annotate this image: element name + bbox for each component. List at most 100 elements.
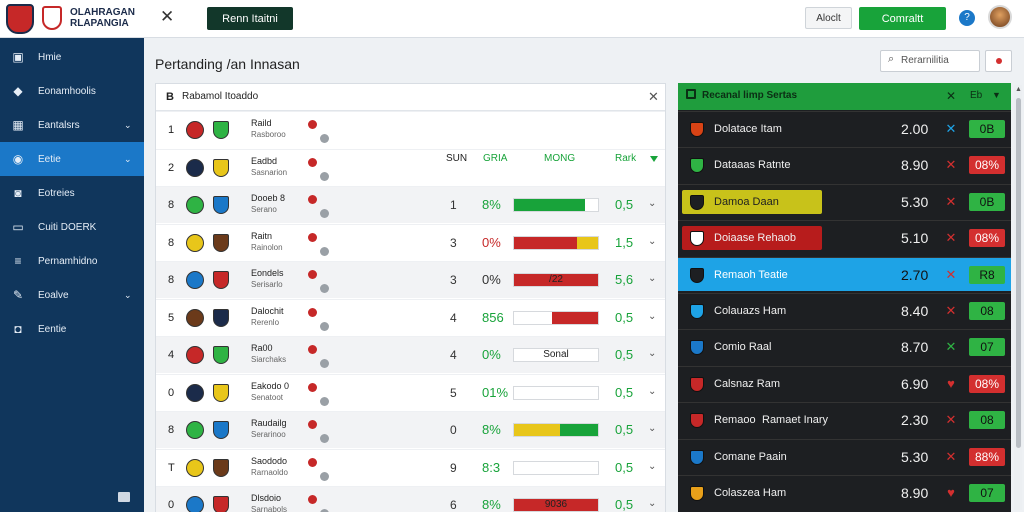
odds-team-name[interactable]: Colaszea Ham	[714, 487, 787, 499]
sidebar-item-2[interactable]: ◆ Eonamhoolis	[0, 74, 144, 108]
table-row[interactable]: 1 Raild Rasboroo	[156, 111, 665, 148]
table-row[interactable]: 8 Dooeb 8 Serano 1 8% 0,5 ⌄	[156, 186, 665, 223]
table-row[interactable]: 5 Dalochit Rerenlo 4 856 0,5 ⌄	[156, 298, 665, 336]
odds-team-name[interactable]: Calsnaz Ram	[714, 377, 781, 390]
result-mark-icon[interactable]: ✕	[945, 121, 957, 136]
trend-badge[interactable]: 08%	[969, 156, 1005, 175]
close-icon[interactable]: ✕	[160, 7, 175, 26]
chevron-down-icon[interactable]: ⌄	[648, 348, 657, 359]
sidebar-item-7[interactable]: ≡ Pernamhidno	[0, 244, 144, 278]
chevron-down-icon[interactable]: ⌄	[648, 498, 657, 509]
team-name[interactable]: Dlsdoio	[251, 493, 282, 503]
primary-dark-button[interactable]: Renn Itaitni	[207, 7, 293, 30]
table-row[interactable]: 0 Eakodo 0 Senatoot 5 01% 0,5 ⌄	[156, 373, 665, 411]
sidebar-item-3[interactable]: ▦ Eantalsrs ⌄	[0, 108, 144, 142]
trend-badge[interactable]: 07	[969, 484, 1005, 502]
table-row[interactable]: 0 Dlsdoio Sarnabols 6 8% 9036 0,5 ⌄	[156, 486, 665, 512]
sidebar-item-1[interactable]: ▣ Hmie	[0, 40, 144, 74]
trend-badge[interactable]: 08%	[969, 229, 1005, 248]
result-mark-icon[interactable]: ✕	[945, 412, 957, 428]
result-mark-icon[interactable]: ✕	[945, 303, 957, 318]
odds-team-name[interactable]: Remaoo	[714, 414, 756, 427]
sidebar-item-8[interactable]: ✎ Eoalve ⌄	[0, 278, 144, 312]
column-header-bar[interactable]: MONG	[544, 153, 576, 164]
team-name[interactable]: Eakodo 0	[251, 380, 290, 391]
sort-desc-icon[interactable]	[650, 156, 658, 162]
odds-row[interactable]: Remaoh Teatie 2.70 ✕ R8	[678, 256, 1011, 291]
trend-badge[interactable]: 0B	[969, 120, 1005, 138]
column-header-played[interactable]: SUN	[446, 153, 468, 164]
chevron-down-icon[interactable]: ⌄	[124, 119, 132, 130]
team-name[interactable]: Raudailg	[251, 418, 287, 428]
table-row[interactable]: 8 Raudailg Serarinoo 0 8% 0,5 ⌄	[156, 411, 665, 448]
chevron-down-icon[interactable]: ⌄	[648, 273, 657, 284]
team-name[interactable]: Saododo	[251, 455, 288, 466]
result-mark-icon[interactable]: ✕	[945, 339, 957, 355]
chevron-down-icon[interactable]: ⌄	[648, 460, 657, 472]
chevron-down-icon[interactable]: ⌄	[648, 385, 657, 397]
odds-team-name[interactable]: Doiaase Rehaob	[714, 232, 796, 245]
team-name[interactable]: Dooeb 8	[251, 193, 286, 203]
sidebar-item-5[interactable]: ◙ Eotreies	[0, 176, 144, 210]
question-icon[interactable]: ?	[959, 10, 975, 26]
result-mark-icon[interactable]: ✕	[945, 448, 957, 464]
table-row[interactable]: 4 Ra00 Siarchaks 4 0% Sonal 0,5 ⌄	[156, 336, 665, 373]
odds-team-name[interactable]: Remaoh Teatie	[714, 268, 788, 281]
team-name[interactable]: Ra00	[251, 343, 273, 353]
trend-badge[interactable]: 0B	[969, 192, 1005, 211]
result-mark-icon[interactable]: ♥	[947, 485, 955, 500]
table-row[interactable]: 2 Eadbd Sasnarion	[156, 148, 665, 186]
search-input[interactable]: Rerarnilitia	[880, 50, 980, 72]
team-name[interactable]: Raitn	[251, 230, 273, 241]
column-header-form[interactable]: Rark	[615, 153, 637, 164]
avatar[interactable]	[988, 5, 1012, 29]
table-row[interactable]: T Saododo Rarnaoldo 9 8:3 0,5 ⌄	[156, 448, 665, 486]
team-name[interactable]: Dalochit	[251, 305, 284, 316]
sidebar-item-6[interactable]: ▭ Cuiti DOERK	[0, 210, 144, 244]
chevron-down-icon[interactable]: ⌄	[648, 310, 657, 322]
secondary-button[interactable]: Aloclt	[805, 7, 852, 29]
odds-team-name[interactable]: Colauazs Ham	[714, 305, 787, 317]
odds-row[interactable]: Damoa Daan 5.30 ✕ 0B	[678, 183, 1011, 218]
sidebar-item-9[interactable]: ◘ Eentie	[0, 312, 144, 346]
result-mark-icon[interactable]: ✕	[945, 266, 957, 282]
trend-badge[interactable]: R8	[969, 265, 1005, 284]
chevron-down-icon[interactable]: ⌄	[648, 198, 657, 209]
odds-row[interactable]: Colaszea Ham 8.90 ♥ 07	[678, 475, 1011, 509]
filter-x-icon[interactable]: ✕	[946, 89, 957, 103]
odds-row[interactable]: Comane Paain 5.30 ✕ 88%	[678, 438, 1011, 473]
confirm-button[interactable]: Comraltt	[859, 7, 946, 30]
trend-badge[interactable]: 88%	[969, 447, 1005, 466]
table-row[interactable]: 8 Raitn Rainolon 3 0% 1,5 ⌄	[156, 223, 665, 261]
trend-badge[interactable]: 08%	[969, 374, 1005, 393]
chevron-down-icon[interactable]: ⌄	[124, 289, 132, 300]
team-name[interactable]: Eondels	[251, 268, 284, 278]
team-name[interactable]: Raild	[251, 118, 272, 128]
collapse-icon[interactable]	[118, 492, 130, 502]
odds-team-name[interactable]: Comio Raal	[714, 341, 772, 354]
odds-row[interactable]: Remaoo Ramaet Inary 2.30 ✕ 08	[678, 402, 1011, 436]
odds-row[interactable]: Dolatace Itam 2.00 ✕ 0B	[678, 111, 1011, 145]
chevron-down-icon[interactable]: ⌄	[648, 235, 657, 247]
table-row[interactable]: 8 Eondels Serisarlo 3 0% /22 5,6 ⌄	[156, 261, 665, 298]
odds-team-name[interactable]: Dolatace Itam	[714, 123, 782, 135]
scrollbar-thumb[interactable]	[1016, 98, 1021, 448]
odds-team-name[interactable]: Dataaas Ratnte	[714, 159, 791, 172]
odds-row[interactable]: Colauazs Ham 8.40 ✕ 08	[678, 293, 1011, 327]
sidebar-item-4[interactable]: ◉ Eetie ⌄	[0, 142, 144, 176]
odds-row[interactable]: Comio Raal 8.70 ✕ 07	[678, 329, 1011, 363]
team-name[interactable]: Eadbd	[251, 155, 278, 166]
chevron-down-icon[interactable]: ⌄	[648, 423, 657, 434]
column-header-pct[interactable]: GRIA	[483, 153, 508, 164]
trend-badge[interactable]: 08	[969, 302, 1005, 320]
result-mark-icon[interactable]: ✕	[945, 193, 957, 209]
odds-team-name[interactable]: Comane Paain	[714, 450, 787, 463]
chevron-down-icon[interactable]: ⌄	[124, 153, 132, 164]
chevron-down-icon[interactable]: ▼	[992, 90, 1001, 100]
odds-team-name[interactable]: Damoa Daan	[714, 195, 779, 208]
trend-badge[interactable]: 07	[969, 338, 1005, 357]
trend-badge[interactable]: 08	[969, 411, 1005, 430]
result-mark-icon[interactable]: ✕	[945, 157, 957, 173]
scroll-up-icon[interactable]: ▲	[1015, 86, 1022, 93]
odds-row[interactable]: Dataaas Ratnte 8.90 ✕ 08%	[678, 147, 1011, 181]
